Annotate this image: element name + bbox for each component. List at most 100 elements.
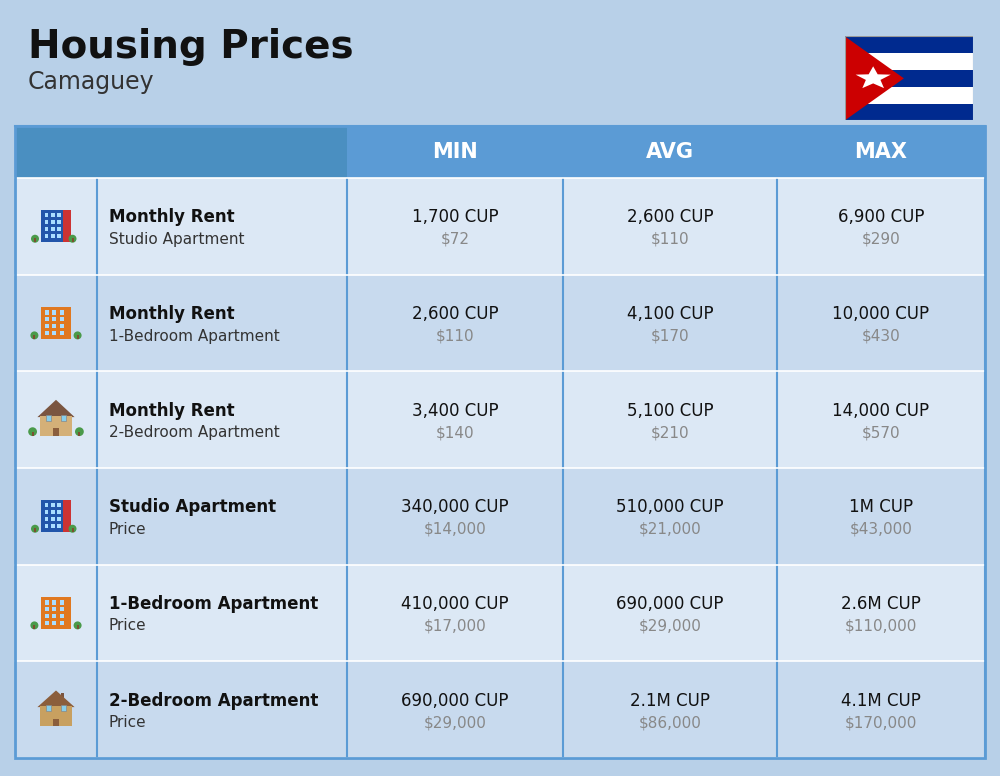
Bar — [40, 417, 72, 435]
Bar — [61, 705, 66, 711]
Bar — [52, 331, 56, 335]
Text: 1-Bedroom Apartment: 1-Bedroom Apartment — [109, 595, 318, 613]
Bar — [77, 625, 79, 629]
Bar — [45, 517, 48, 521]
Bar — [41, 597, 71, 629]
Bar — [52, 324, 56, 328]
Bar — [45, 234, 48, 238]
Text: $170,000: $170,000 — [845, 715, 917, 730]
Text: 2-Bedroom Apartment: 2-Bedroom Apartment — [109, 425, 280, 440]
Circle shape — [30, 622, 38, 629]
Polygon shape — [37, 400, 75, 417]
Bar — [33, 335, 35, 339]
Bar — [51, 524, 55, 528]
Bar — [45, 607, 49, 611]
Bar — [45, 213, 48, 217]
Bar — [60, 324, 64, 328]
Bar — [52, 317, 56, 321]
Text: 1-Bedroom Apartment: 1-Bedroom Apartment — [109, 328, 280, 344]
Text: Studio Apartment: Studio Apartment — [109, 498, 276, 516]
Bar — [60, 621, 64, 625]
Polygon shape — [37, 691, 75, 707]
Text: 1,700 CUP: 1,700 CUP — [412, 208, 498, 227]
Bar — [15, 126, 985, 758]
Bar — [60, 614, 64, 618]
Text: Price: Price — [109, 618, 147, 633]
Text: $72: $72 — [440, 232, 470, 247]
Bar — [45, 524, 48, 528]
Bar — [777, 126, 985, 178]
Text: $14,000: $14,000 — [424, 521, 486, 537]
Bar — [46, 705, 51, 711]
Bar — [63, 210, 71, 242]
Text: Price: Price — [109, 521, 147, 537]
Text: $110: $110 — [436, 328, 474, 344]
Bar — [40, 706, 72, 726]
Bar — [52, 621, 56, 625]
Bar — [57, 213, 61, 217]
Polygon shape — [856, 66, 891, 88]
Bar — [15, 565, 985, 661]
Text: $86,000: $86,000 — [639, 715, 701, 730]
Bar — [57, 220, 61, 224]
Bar — [45, 510, 48, 514]
Bar — [41, 501, 63, 532]
Text: $170: $170 — [651, 328, 689, 344]
Bar — [57, 524, 61, 528]
Bar — [60, 310, 64, 314]
Text: 10,000 CUP: 10,000 CUP — [832, 305, 930, 323]
Bar — [60, 317, 64, 321]
Bar — [45, 600, 49, 605]
Text: 2.1M CUP: 2.1M CUP — [630, 691, 710, 710]
Circle shape — [74, 622, 82, 629]
Bar — [45, 220, 48, 224]
Text: $430: $430 — [862, 328, 900, 344]
Text: $29,000: $29,000 — [639, 618, 701, 633]
Bar — [34, 238, 36, 242]
Bar — [52, 600, 56, 605]
Text: 2.6M CUP: 2.6M CUP — [841, 595, 921, 613]
Bar — [60, 607, 64, 611]
Text: 1M CUP: 1M CUP — [849, 498, 913, 516]
Text: Monthly Rent: Monthly Rent — [109, 305, 235, 323]
Bar — [57, 503, 61, 507]
Text: 4,100 CUP: 4,100 CUP — [627, 305, 713, 323]
Bar — [15, 661, 985, 758]
Text: $290: $290 — [862, 232, 900, 247]
Text: 3,400 CUP: 3,400 CUP — [412, 402, 498, 420]
Text: 14,000 CUP: 14,000 CUP — [832, 402, 930, 420]
Text: 2-Bedroom Apartment: 2-Bedroom Apartment — [109, 691, 318, 710]
Text: 510,000 CUP: 510,000 CUP — [616, 498, 724, 516]
Bar — [52, 607, 56, 611]
Text: Monthly Rent: Monthly Rent — [109, 208, 235, 227]
Bar — [52, 310, 56, 314]
Bar — [15, 468, 985, 565]
Bar — [61, 693, 64, 702]
Text: 4.1M CUP: 4.1M CUP — [841, 691, 921, 710]
Bar — [15, 178, 985, 275]
Bar — [51, 227, 55, 231]
Circle shape — [74, 331, 82, 339]
Circle shape — [30, 331, 38, 339]
Text: 690,000 CUP: 690,000 CUP — [401, 691, 509, 710]
Bar — [45, 503, 48, 507]
Bar — [845, 70, 973, 87]
Bar — [57, 234, 61, 238]
Bar — [41, 210, 63, 242]
Circle shape — [28, 428, 37, 436]
Bar — [563, 126, 777, 178]
Text: 6,900 CUP: 6,900 CUP — [838, 208, 924, 227]
Bar — [51, 503, 55, 507]
Bar — [57, 227, 61, 231]
Bar — [845, 36, 973, 54]
Bar — [45, 621, 49, 625]
Text: $29,000: $29,000 — [424, 715, 486, 730]
Bar — [845, 103, 973, 120]
Bar — [63, 501, 71, 532]
Bar — [77, 335, 79, 339]
Text: MIN: MIN — [432, 142, 478, 162]
Bar — [347, 126, 563, 178]
Text: 5,100 CUP: 5,100 CUP — [627, 402, 713, 420]
Bar — [51, 213, 55, 217]
Bar — [34, 528, 36, 532]
